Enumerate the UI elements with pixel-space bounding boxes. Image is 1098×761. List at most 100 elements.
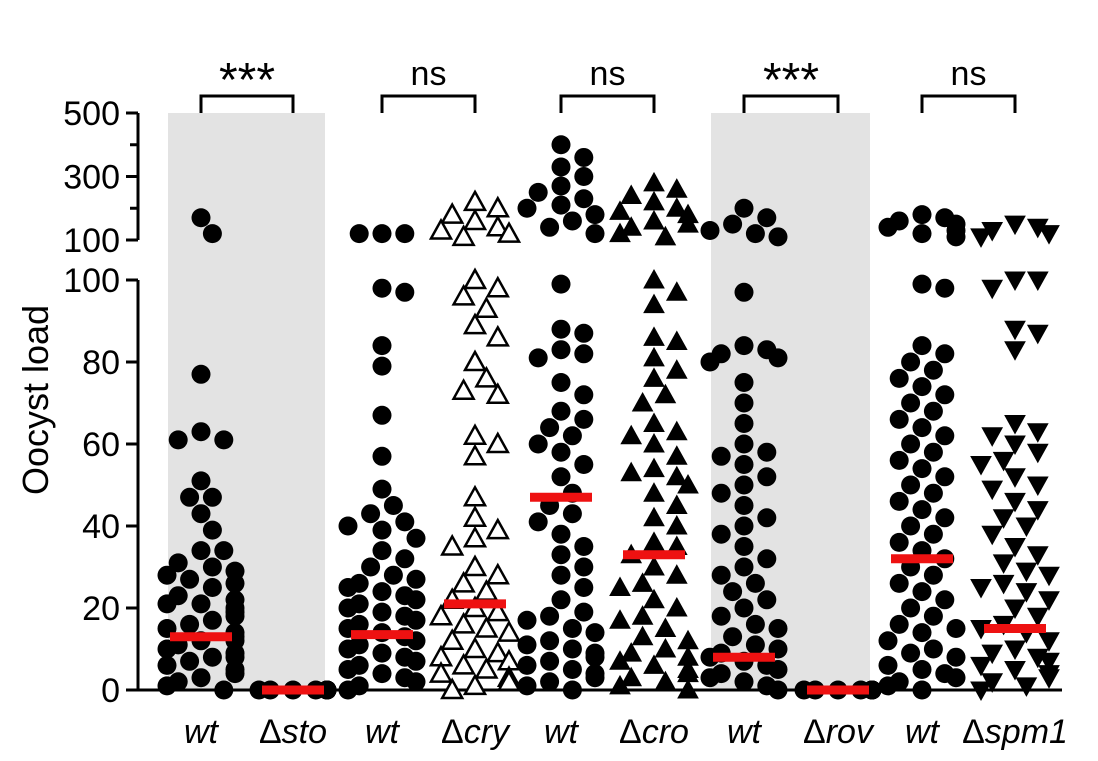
data-point xyxy=(180,569,200,589)
data-point xyxy=(540,651,560,671)
y-tick-label: 20 xyxy=(82,590,120,628)
data-point xyxy=(451,283,476,306)
data-point xyxy=(734,198,754,218)
data-point xyxy=(643,326,665,346)
data-point xyxy=(620,184,643,205)
data-point xyxy=(757,549,777,569)
data-point xyxy=(383,565,403,585)
data-point xyxy=(157,655,177,675)
x-tick-label: Δsto xyxy=(259,713,327,751)
data-point xyxy=(562,619,582,638)
data-point xyxy=(485,275,510,298)
data-point xyxy=(1004,492,1026,513)
data-point xyxy=(157,565,177,585)
data-point xyxy=(214,541,234,561)
data-point xyxy=(462,267,488,290)
data-point xyxy=(711,483,731,503)
data-point xyxy=(440,677,465,700)
data-point xyxy=(1038,669,1060,689)
data-point xyxy=(620,666,643,687)
data-point xyxy=(1038,591,1060,611)
data-point xyxy=(711,446,731,466)
data-point xyxy=(912,623,932,643)
data-point xyxy=(517,610,537,630)
data-point xyxy=(912,680,932,700)
data-point xyxy=(981,279,1004,300)
data-point xyxy=(574,385,594,405)
data-point xyxy=(562,660,582,679)
data-point xyxy=(225,606,245,626)
data-point xyxy=(912,336,932,356)
data-point xyxy=(643,482,665,502)
data-point xyxy=(540,672,560,692)
data-point xyxy=(734,455,754,474)
data-point xyxy=(474,296,499,318)
data-point xyxy=(734,598,754,618)
data-point xyxy=(551,195,571,215)
data-point xyxy=(643,293,665,314)
data-point xyxy=(191,594,211,614)
data-point xyxy=(1004,320,1026,341)
shade-band-0 xyxy=(168,113,325,690)
y-tick-label: 100 xyxy=(63,222,120,260)
data-point xyxy=(372,643,392,663)
x-tick-label: Δcry xyxy=(441,713,511,751)
data-point xyxy=(889,614,909,634)
data-point xyxy=(249,680,269,700)
data-point xyxy=(912,582,932,602)
data-point xyxy=(202,557,222,577)
data-point xyxy=(485,431,510,454)
y-tick-label: 60 xyxy=(82,426,120,464)
data-point xyxy=(677,213,699,233)
data-point xyxy=(700,220,720,240)
data-point xyxy=(643,531,665,551)
data-point xyxy=(338,598,358,618)
data-point xyxy=(723,214,743,234)
data-point xyxy=(1038,225,1060,245)
data-point xyxy=(540,631,560,651)
data-point xyxy=(992,509,1015,529)
data-point xyxy=(406,590,426,610)
data-point xyxy=(631,391,654,412)
data-point xyxy=(180,614,200,634)
data-point xyxy=(901,475,921,495)
data-point xyxy=(338,639,358,659)
y-axis-label: Oocyst load xyxy=(15,305,56,495)
data-point xyxy=(517,635,537,655)
data-point xyxy=(485,324,510,347)
data-point xyxy=(574,602,594,622)
data-point xyxy=(935,426,955,446)
data-point xyxy=(912,418,932,438)
data-point xyxy=(451,378,476,400)
x-tick-label: wt xyxy=(905,713,941,751)
data-point xyxy=(734,537,754,556)
data-point xyxy=(574,189,594,209)
data-point xyxy=(1015,517,1038,538)
data-point xyxy=(462,312,488,335)
data-point xyxy=(1004,341,1026,361)
significance-bracket xyxy=(199,94,295,113)
data-point xyxy=(878,655,898,675)
data-point xyxy=(551,176,571,196)
data-point xyxy=(1004,599,1026,620)
data-point xyxy=(528,348,548,368)
data-point xyxy=(912,205,932,225)
data-point xyxy=(862,680,882,700)
data-point xyxy=(970,579,992,599)
data-point xyxy=(665,564,688,584)
data-point xyxy=(451,224,476,247)
data-point xyxy=(485,214,510,237)
data-point xyxy=(202,520,222,540)
data-point xyxy=(462,525,488,548)
data-point xyxy=(361,504,381,524)
data-point xyxy=(338,680,358,700)
data-point xyxy=(981,480,1004,501)
data-point xyxy=(757,590,777,610)
data-point xyxy=(1026,607,1049,628)
data-point xyxy=(878,631,898,651)
data-point xyxy=(585,205,605,225)
data-point xyxy=(665,359,688,379)
data-point xyxy=(485,562,510,585)
